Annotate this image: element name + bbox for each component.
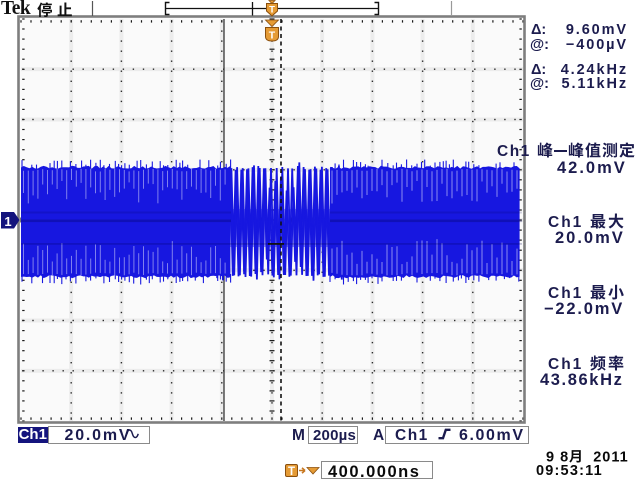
- svg-text:T: T: [269, 30, 276, 42]
- svg-text:T: T: [288, 466, 295, 478]
- svg-text:T: T: [269, 5, 275, 16]
- svg-text:1: 1: [4, 214, 11, 229]
